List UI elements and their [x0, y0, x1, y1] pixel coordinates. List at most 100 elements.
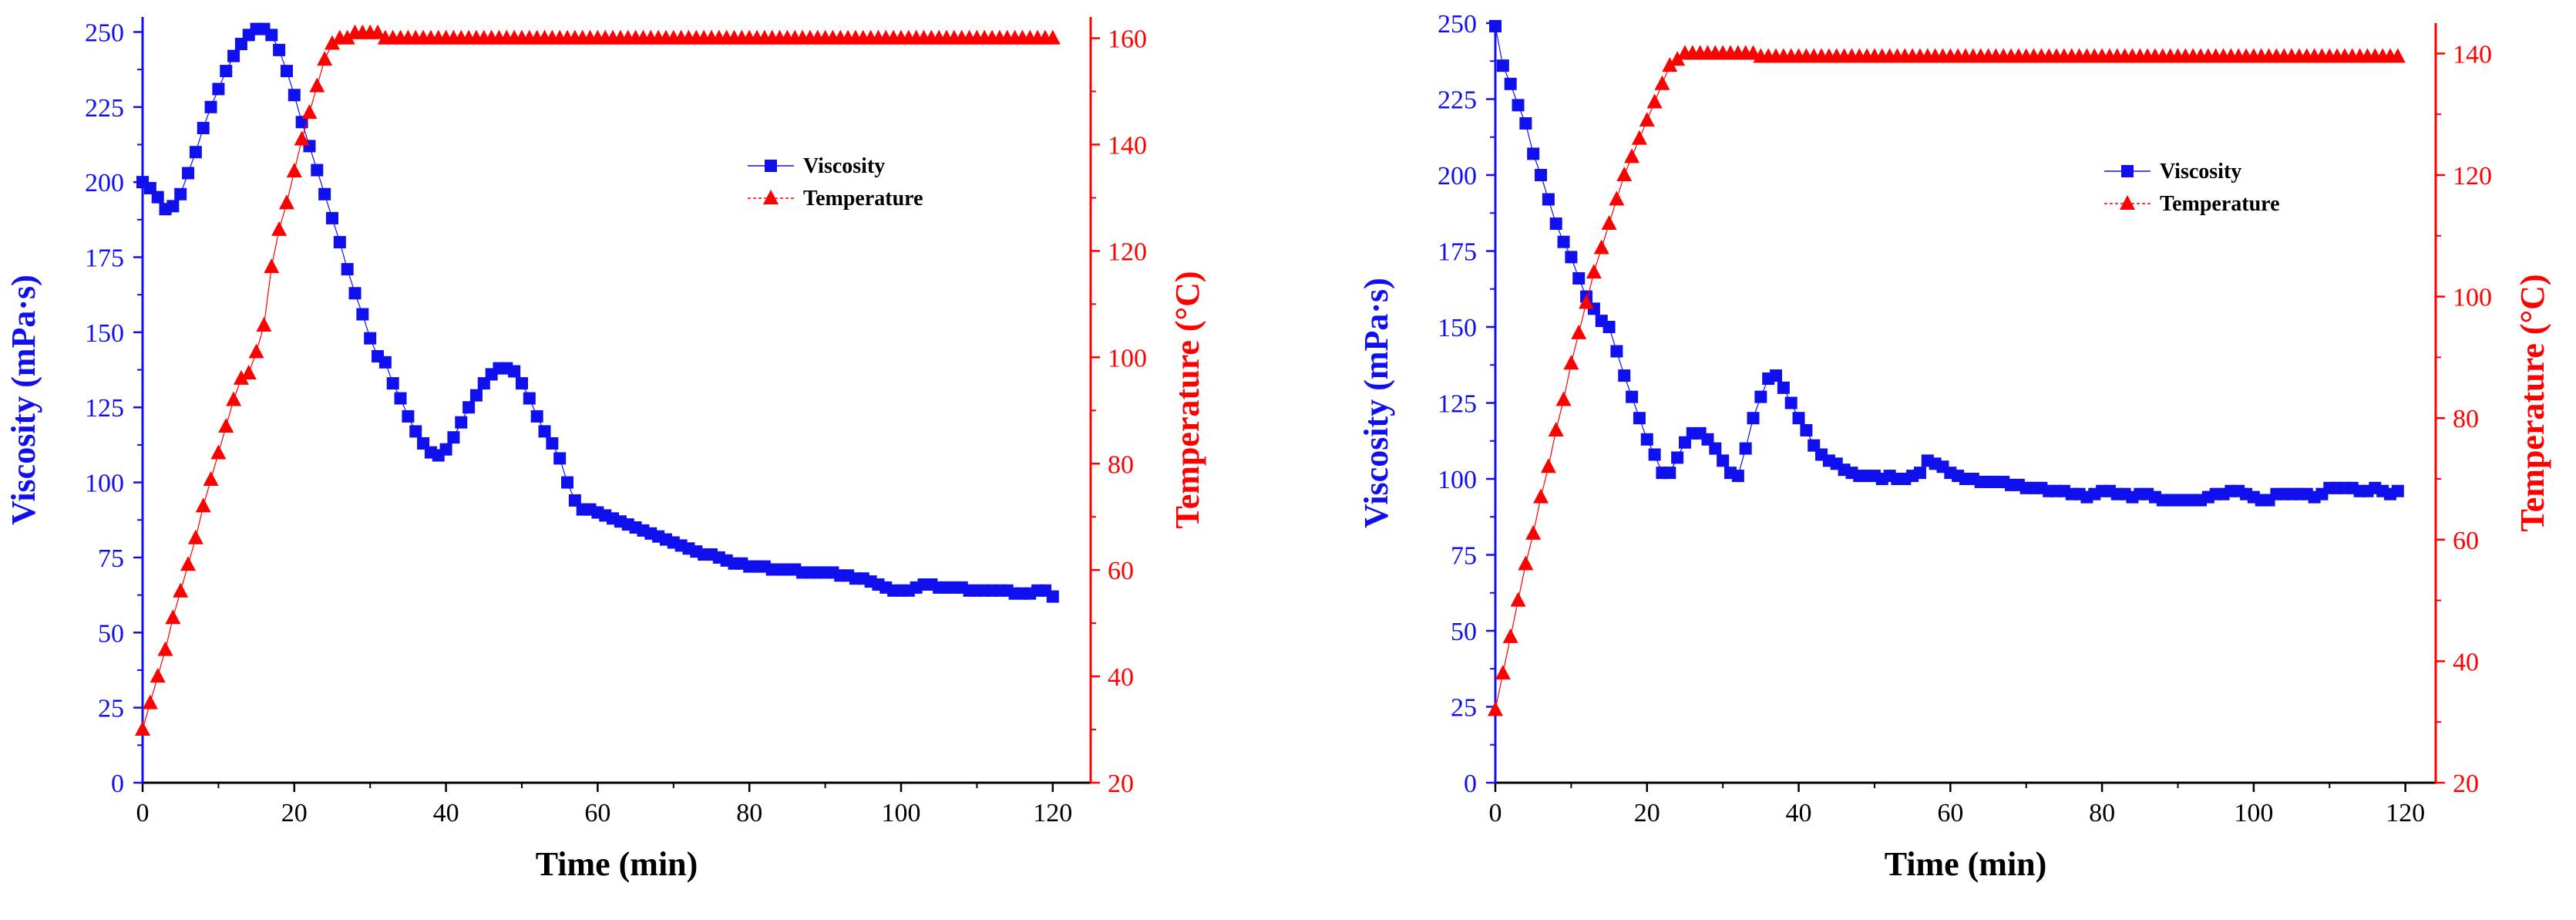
left-y-tick-label: 125: [85, 394, 124, 423]
x-tick-label: 100: [2234, 799, 2273, 827]
legend-square-marker: [2121, 165, 2134, 177]
temperature-point: [1571, 324, 1587, 339]
right-y-tick-label: 60: [2453, 527, 2479, 555]
left-y-tick-label: 25: [1451, 694, 1477, 723]
right-y-tick-label: 140: [1108, 132, 1147, 160]
temperature-point: [1540, 458, 1556, 473]
temperature-point: [1563, 355, 1579, 370]
left-y-tick-label: 100: [85, 470, 124, 498]
left-y-tick-label: 50: [98, 619, 124, 648]
series-viscosity: [1489, 19, 2404, 507]
viscosity-point: [1542, 193, 1555, 206]
viscosity-point: [273, 43, 286, 56]
x-tick-label: 40: [1786, 799, 1812, 827]
right-y-tick-label: 80: [2453, 405, 2479, 433]
right-y-tick-label: 120: [2453, 162, 2492, 190]
viscosity-point: [1747, 412, 1760, 425]
temperature-point: [1586, 264, 1602, 279]
legend: Viscosity Temperature: [2104, 160, 2280, 216]
right-y-tick-label: 40: [2453, 648, 2479, 676]
temperature-point: [1624, 148, 1640, 163]
viscosity-point: [1663, 467, 1676, 480]
viscosity-point: [333, 236, 346, 249]
viscosity-point: [220, 65, 233, 78]
legend-label-temperature: Temperature: [2160, 192, 2280, 216]
temperature-point: [1525, 524, 1542, 540]
temperature-point: [1601, 215, 1617, 231]
viscosity-point: [227, 49, 240, 62]
temperature-point: [1518, 555, 1534, 571]
temperature-point: [1495, 665, 1511, 680]
temperature-point: [1502, 628, 1518, 643]
right-y-axis-title: Temperature (°C): [1169, 271, 1206, 528]
viscosity-point: [1648, 448, 1661, 461]
viscosity-point: [356, 308, 369, 321]
left-y-tick-label: 200: [1438, 162, 1477, 190]
right-y-tick-label: 120: [1108, 238, 1147, 266]
viscosity-point: [2391, 484, 2404, 497]
temperature-point: [233, 369, 249, 385]
temperature-point: [264, 258, 280, 274]
legend-label-viscosity: Viscosity: [2160, 160, 2241, 184]
temperature-point: [180, 556, 197, 571]
legend-square-marker: [765, 160, 777, 172]
x-tick-label: 120: [2386, 799, 2425, 827]
viscosity-point: [1626, 390, 1639, 403]
viscosity-point: [1633, 412, 1646, 425]
right-y-axis-title: Temperature (°C): [2514, 274, 2551, 531]
viscosity-point: [1602, 321, 1616, 333]
viscosity-point: [1784, 396, 1797, 409]
viscosity-point: [1496, 59, 1509, 72]
left-y-tick-label: 225: [1438, 86, 1477, 115]
temperature-point: [1609, 190, 1625, 206]
viscosity-point: [1770, 369, 1783, 382]
temperature-point: [286, 162, 302, 177]
viscosity-point: [409, 425, 422, 438]
temperature-point: [294, 130, 310, 146]
viscosity-point: [1618, 369, 1631, 382]
viscosity-point: [265, 29, 278, 42]
left-y-tick-label: 175: [1438, 238, 1477, 267]
temperature-point: [1616, 167, 1633, 181]
temperature-point: [195, 497, 211, 513]
viscosity-point: [189, 146, 202, 159]
viscosity-point: [1709, 442, 1722, 455]
legend-label-temperature: Temperature: [803, 187, 923, 211]
viscosity-point: [311, 163, 324, 177]
viscosity-point: [288, 89, 301, 102]
left-y-tick-label: 125: [1438, 390, 1477, 419]
left-y-tick-label: 0: [1464, 770, 1477, 798]
left-y-tick-label: 250: [85, 19, 124, 47]
viscosity-point: [1717, 454, 1730, 467]
x-tick-label: 20: [1634, 799, 1660, 827]
viscosity-point: [1610, 345, 1623, 358]
temperature-point: [2389, 48, 2406, 63]
temperature-point: [248, 343, 264, 359]
viscosity-point: [1731, 470, 1744, 483]
x-tick-label: 0: [1489, 799, 1502, 827]
viscosity-point: [197, 122, 210, 135]
temperature-point: [1646, 93, 1663, 109]
viscosity-point: [318, 187, 331, 201]
temperature-point: [218, 417, 234, 433]
viscosity-point: [1572, 271, 1586, 285]
left-y-axis-title: Viscosity (mPa·s): [1357, 278, 1395, 528]
viscosity-point: [516, 377, 528, 390]
viscosity-point: [1549, 217, 1562, 231]
viscosity-point: [212, 83, 225, 96]
right-y-tick-label: 20: [2453, 770, 2479, 798]
right-y-tick-label: 100: [1108, 344, 1147, 372]
viscosity-point: [1800, 423, 1813, 436]
temperature-point: [165, 609, 181, 625]
temperature-point: [1548, 421, 1564, 436]
x-tick-label: 80: [2089, 799, 2115, 827]
viscosity-point: [1519, 117, 1532, 130]
left-y-tick-label: 175: [85, 244, 124, 273]
temperature-point: [142, 694, 158, 709]
temperature-point: [135, 721, 150, 736]
x-tick-label: 60: [584, 799, 610, 827]
temperature-point: [1631, 130, 1647, 145]
viscosity-point: [1527, 147, 1540, 160]
